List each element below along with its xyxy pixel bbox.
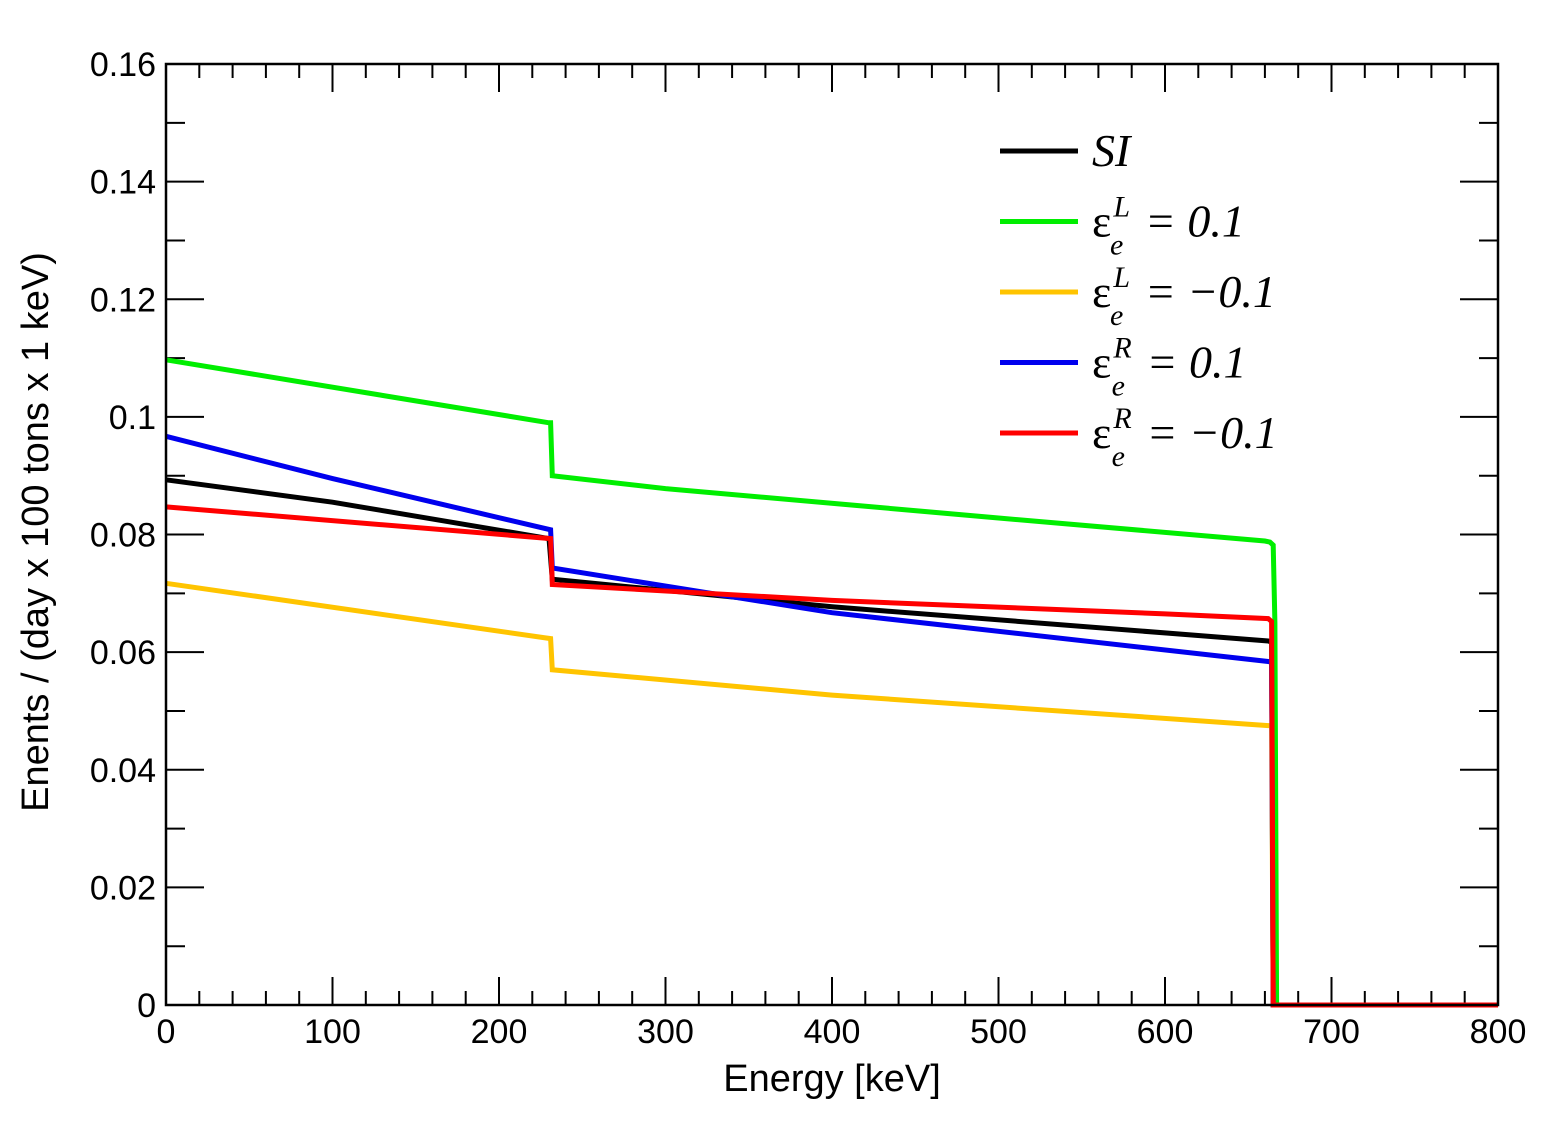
legend: SI εL e = 0.1εL e = −0.1εR e = 0.1εR e = −0.1 — [1000, 125, 1278, 473]
legend-label-3: εR e = 0.1 — [1092, 332, 1247, 403]
x-tick-label: 0 — [157, 1013, 176, 1051]
x-tick-label: 300 — [637, 1013, 694, 1051]
y-tick-label: 0.04 — [90, 752, 156, 790]
x-axis-title: Energy [keV] — [723, 1058, 941, 1100]
y-tick-label: 0.14 — [90, 164, 156, 202]
y-tick-label: 0.16 — [90, 46, 156, 84]
legend-label-4: εR e = −0.1 — [1092, 402, 1278, 473]
x-tick-label: 200 — [471, 1013, 528, 1051]
plot-frame — [164, 62, 1500, 1007]
series-line-1 — [165, 357, 1498, 1008]
y-axis-title: Enents / (day x 100 tons x 1 keV) — [15, 252, 57, 812]
y-tick-label: 0.12 — [90, 281, 156, 319]
y-tick-label: 0.06 — [90, 634, 156, 672]
series-line-2 — [165, 580, 1498, 1008]
x-tick-label: 600 — [1137, 1013, 1194, 1051]
tick-labels: 0 100 200 300 400 500 600 700 800 0 0.02 0.04 0.06 0.… — [90, 46, 1527, 1051]
y-tick-label: 0 — [137, 987, 156, 1025]
legend-label-2: εL e = −0.1 — [1092, 261, 1276, 332]
series-lines — [165, 357, 1498, 1008]
legend-label-0: SI — [1092, 125, 1133, 176]
y-tick-label: 0.08 — [90, 517, 156, 555]
x-tick-label: 800 — [1470, 1013, 1527, 1051]
x-tick-label: 700 — [1303, 1013, 1360, 1051]
y-tick-label: 0.1 — [109, 399, 156, 437]
x-tick-label: 100 — [304, 1013, 361, 1051]
tick-marks — [165, 63, 1499, 1006]
legend-label-1: εL e = 0.1 — [1092, 191, 1245, 262]
x-tick-label: 500 — [970, 1013, 1027, 1051]
y-tick-label: 0.02 — [90, 869, 156, 907]
series-line-4 — [165, 504, 1498, 1008]
x-tick-label: 400 — [804, 1013, 861, 1051]
series-line-0 — [165, 477, 1498, 1008]
